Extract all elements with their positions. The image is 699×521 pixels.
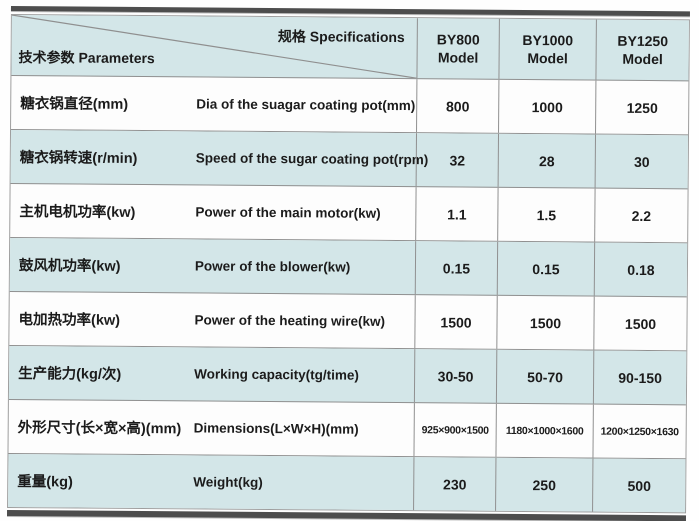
column-header-by1000: BY1000 Model	[498, 18, 596, 80]
table-row-working-capacity: 生产能力(kg/次) Working capacity(tg/time) 30-…	[8, 345, 687, 406]
parameter-label-en: Speed of the sugar coating pot(rpm)	[195, 150, 429, 168]
column-header-by1250: BY1250 Model	[595, 19, 689, 81]
table-row-pot-speed: 糖衣锅转速(r/min) Speed of the sugar coating …	[10, 130, 689, 190]
parameter-label-zh: 糖衣锅转速(r/min)	[19, 150, 138, 167]
value-by1000: 250	[495, 457, 593, 512]
value-by800: 30-50	[413, 349, 497, 403]
parameter-label-en: Weight(kg)	[193, 474, 263, 490]
table-row-heating-power: 电加热功率(kw) Power of the heating wire(kw) …	[9, 291, 687, 352]
table-row-main-motor-power: 主机电机功率(kw) Power of the main motor(kw) 1…	[10, 184, 688, 244]
model-name: BY800	[436, 31, 480, 48]
value-by800: 1.1	[415, 187, 498, 241]
parameter-label-en: Power of the main motor(kw)	[195, 204, 381, 221]
value-by800: 0.15	[414, 241, 498, 295]
model-name: BY1250	[617, 32, 669, 49]
table-row-pot-diameter: 糖衣锅直径(mm) Dia of the suagar coating pot(…	[11, 76, 689, 136]
value-by1250: 1200×1250×1630	[592, 404, 686, 459]
value-by1250: 2.2	[594, 188, 688, 243]
diagonal-divider-line	[11, 15, 416, 78]
table-row-blower-power: 鼓风机功率(kw) Power of the blower(kw) 0.15 0…	[9, 238, 688, 298]
value-by1250: 90-150	[592, 350, 687, 405]
model-name: BY1000	[522, 31, 574, 49]
model-sub-label: Model	[527, 50, 568, 67]
parameter-label-zh: 电加热功率(kw)	[18, 312, 121, 329]
parameter-label-en: Dia of the suagar coating pot(mm)	[196, 96, 416, 114]
specifications-header-label: 规格 Specifications	[277, 28, 405, 46]
value-by800: 925×900×1500	[413, 403, 496, 457]
value-by1000: 0.15	[496, 241, 595, 296]
parameter-label-zh: 糖衣锅直径(mm)	[20, 96, 129, 113]
table-row-weight: 重量(kg) Weight(kg) 230 250 500	[8, 453, 686, 513]
value-by800: 230	[413, 457, 496, 511]
parameter-label-en: Power of the heating wire(kw)	[194, 312, 386, 329]
value-by1000: 1180×1000×1600	[495, 403, 593, 458]
parameters-header-label: 技术参数 Parameters	[18, 49, 155, 67]
value-by1250: 500	[592, 458, 686, 513]
model-sub-label: Model	[437, 49, 479, 66]
header-corner-cell: 规格 Specifications 技术参数 Parameters	[11, 15, 416, 78]
parameter-label-zh: 重量(kg)	[17, 474, 73, 491]
value-by1250: 1500	[593, 296, 687, 351]
specifications-table: 规格 Specifications 技术参数 Parameters BY800 …	[7, 13, 690, 514]
value-by1000: 28	[497, 133, 596, 188]
model-sub-label: Model	[622, 50, 663, 68]
parameter-label-zh: 主机电机功率(kw)	[19, 204, 136, 221]
value-by800: 1500	[414, 295, 497, 349]
parameter-label-zh: 生产能力(kg/次)	[18, 366, 122, 383]
value-by800: 800	[416, 79, 499, 133]
parameter-label-en: Dimensions(L×W×H)(mm)	[193, 420, 359, 437]
table-header-row: 规格 Specifications 技术参数 Parameters BY800 …	[11, 15, 689, 82]
value-by1000: 1.5	[497, 187, 595, 242]
value-by1250: 30	[594, 134, 689, 189]
parameter-label-zh: 外形尺寸(长×宽×高)(mm)	[17, 420, 182, 438]
scanned-spec-sheet: 规格 Specifications 技术参数 Parameters BY800 …	[6, 6, 690, 521]
column-header-by800: BY800 Model	[416, 18, 499, 79]
parameter-label-zh: 鼓风机功率(kw)	[18, 258, 121, 275]
value-by800: 32	[415, 133, 499, 187]
parameter-label-en: Working capacity(tg/time)	[194, 366, 359, 383]
value-by1000: 1500	[496, 295, 594, 350]
value-by1250: 0.18	[593, 242, 688, 297]
parameter-label-en: Power of the blower(kw)	[194, 258, 351, 275]
value-by1000: 50-70	[495, 349, 594, 404]
table-row-dimensions: 外形尺寸(长×宽×高)(mm) Dimensions(L×W×H)(mm) 92…	[8, 399, 686, 460]
value-by1250: 1250	[595, 80, 689, 135]
value-by1000: 1000	[498, 79, 596, 134]
